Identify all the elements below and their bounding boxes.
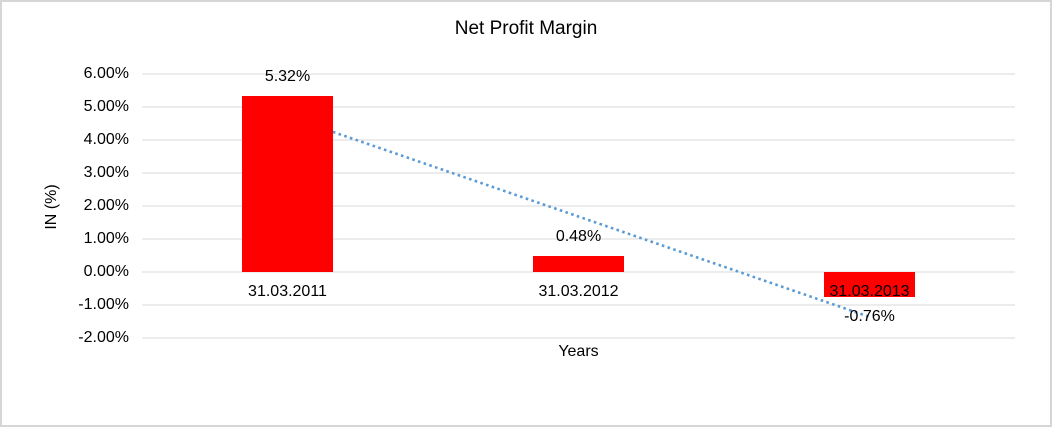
bar-value-label: 0.48% (555, 228, 602, 246)
chart-title: Net Profit Margin (454, 18, 598, 39)
y-tick-label: 0.00% (83, 263, 129, 280)
bar (533, 256, 624, 272)
y-tick-label: 3.00% (83, 164, 129, 181)
y-tick-label: 5.00% (83, 98, 129, 115)
y-tick-label: -2.00% (78, 329, 129, 346)
category-label: 31.03.2012 (538, 283, 619, 300)
y-tick-label: 4.00% (83, 131, 129, 148)
bar (242, 96, 333, 272)
category-label: 31.03.2013 (829, 283, 910, 300)
bar-value-label: 5.32% (264, 68, 311, 86)
category-label: 31.03.2011 (248, 283, 327, 300)
y-tick-label: -1.00% (78, 296, 129, 313)
bar-value-label: -0.76% (844, 308, 895, 326)
y-tick-label: 6.00% (83, 65, 129, 82)
y-tick-label: 2.00% (83, 197, 129, 214)
x-axis-title: Years (558, 343, 599, 360)
bar (824, 272, 915, 298)
y-tick-label: 1.00% (83, 230, 129, 247)
y-axis-title: IN (%) (43, 184, 60, 230)
trendline (287, 115, 870, 319)
